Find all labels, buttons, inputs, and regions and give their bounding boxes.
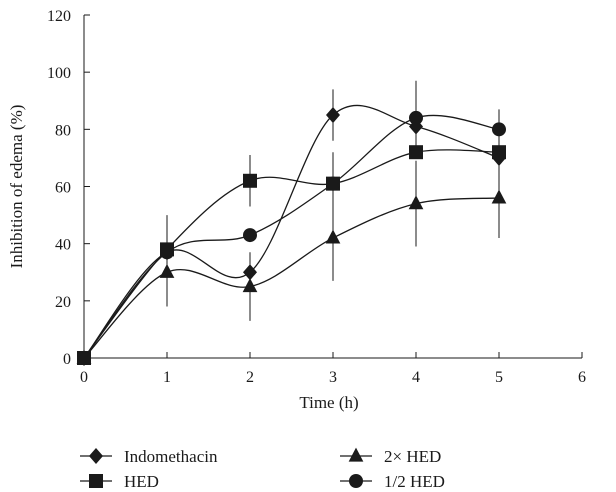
legend-marker-1-2-hed — [349, 474, 363, 488]
series-curves — [83, 104, 500, 359]
x-tick-label: 4 — [412, 369, 420, 386]
series-line-2-hed — [83, 197, 500, 359]
data-point-2-hed — [325, 229, 341, 244]
x-tick-label: 0 — [80, 369, 88, 386]
y-ticks: 0 20 40 60 80 100 120 — [47, 8, 90, 368]
legend-item-2-hed: 2× HED — [340, 447, 441, 466]
legend-label-1-2-hed: 1/2 HED — [384, 472, 445, 491]
x-tick-label: 2 — [246, 369, 254, 386]
legend: Indomethacin 2× HED HED 1/2 HED — [80, 447, 445, 491]
legend-label-indomethacin: Indomethacin — [124, 447, 218, 466]
x-tick-label: 3 — [329, 369, 337, 386]
x-axis-label: Time (h) — [299, 393, 358, 412]
data-point-1-2-hed — [326, 176, 340, 191]
legend-label-2-hed: 2× HED — [384, 447, 441, 466]
axes: 0 20 40 60 80 100 120 0 1 2 3 4 5 6 Inhibition of ed… — [7, 8, 586, 412]
y-tick-label: 20 — [55, 294, 71, 311]
legend-marker-indomethacin — [89, 447, 103, 465]
data-point-indomethacin — [243, 264, 257, 281]
y-tick-label: 80 — [55, 122, 71, 139]
legend-item-1-2-hed: 1/2 HED — [340, 472, 445, 491]
data-point-indomethacin — [409, 118, 423, 135]
legend-label-hed: HED — [124, 472, 159, 491]
series-line-hed — [83, 149, 500, 359]
legend-marker-2-hed — [348, 447, 364, 462]
data-point-hed — [492, 145, 506, 160]
data-point-2-hed — [491, 189, 507, 204]
data-point-1-2-hed — [409, 110, 423, 125]
data-point-1-2-hed — [77, 351, 91, 365]
x-tick-label: 1 — [163, 369, 171, 386]
data-point-1-2-hed — [160, 245, 174, 260]
series-line-indomethacin — [83, 104, 500, 359]
y-tick-label: 100 — [47, 65, 71, 82]
legend-item-indomethacin: Indomethacin — [80, 447, 218, 466]
y-tick-label: 0 — [63, 351, 71, 368]
data-point-2-hed — [242, 278, 258, 293]
data-point-indomethacin — [326, 106, 340, 124]
y-tick-label: 40 — [55, 237, 71, 254]
legend-marker-hed — [89, 474, 103, 488]
data-point-2-hed — [159, 263, 175, 278]
data-point-hed — [243, 173, 257, 188]
x-tick-label: 6 — [578, 369, 586, 386]
y-tick-label: 60 — [55, 180, 71, 197]
series-markers — [76, 106, 507, 367]
data-point-2-hed — [408, 195, 424, 210]
y-axis-label: Inhibition of edema (%) — [7, 105, 26, 269]
data-point-hed — [409, 145, 423, 160]
data-point-1-2-hed — [243, 228, 257, 243]
x-tick-label: 5 — [495, 369, 503, 386]
series-line-1-2-hed — [83, 114, 500, 359]
x-ticks: 0 1 2 3 4 5 6 — [80, 352, 586, 386]
legend-item-hed: HED — [80, 472, 159, 491]
data-point-1-2-hed — [492, 122, 506, 137]
y-tick-label: 120 — [47, 8, 71, 25]
